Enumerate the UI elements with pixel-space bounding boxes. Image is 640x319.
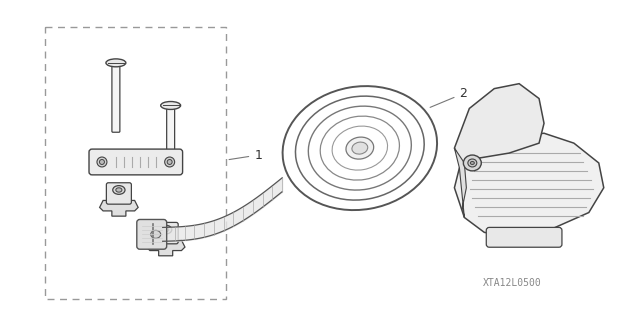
- Ellipse shape: [346, 137, 374, 159]
- Ellipse shape: [352, 142, 368, 154]
- Text: XTA12L0500: XTA12L0500: [483, 278, 541, 288]
- Text: 2: 2: [430, 87, 467, 108]
- Ellipse shape: [151, 230, 161, 238]
- FancyBboxPatch shape: [486, 227, 562, 247]
- Polygon shape: [100, 200, 138, 216]
- Bar: [45, 27, 227, 299]
- Ellipse shape: [97, 157, 107, 167]
- Ellipse shape: [470, 161, 474, 165]
- Polygon shape: [454, 84, 544, 168]
- Ellipse shape: [116, 188, 122, 192]
- Text: 1: 1: [229, 149, 262, 161]
- Ellipse shape: [164, 157, 175, 167]
- Ellipse shape: [159, 225, 172, 234]
- Polygon shape: [454, 148, 467, 218]
- Polygon shape: [454, 133, 604, 237]
- Ellipse shape: [161, 101, 180, 109]
- FancyBboxPatch shape: [166, 108, 175, 168]
- Ellipse shape: [99, 160, 104, 165]
- FancyBboxPatch shape: [106, 183, 131, 204]
- FancyBboxPatch shape: [112, 66, 120, 132]
- Ellipse shape: [163, 227, 169, 232]
- Ellipse shape: [113, 186, 125, 194]
- FancyBboxPatch shape: [89, 149, 182, 175]
- FancyBboxPatch shape: [153, 222, 178, 244]
- Ellipse shape: [468, 159, 477, 167]
- Ellipse shape: [167, 160, 172, 165]
- Ellipse shape: [106, 59, 126, 67]
- Ellipse shape: [463, 155, 481, 171]
- FancyBboxPatch shape: [137, 219, 166, 249]
- Polygon shape: [147, 240, 185, 256]
